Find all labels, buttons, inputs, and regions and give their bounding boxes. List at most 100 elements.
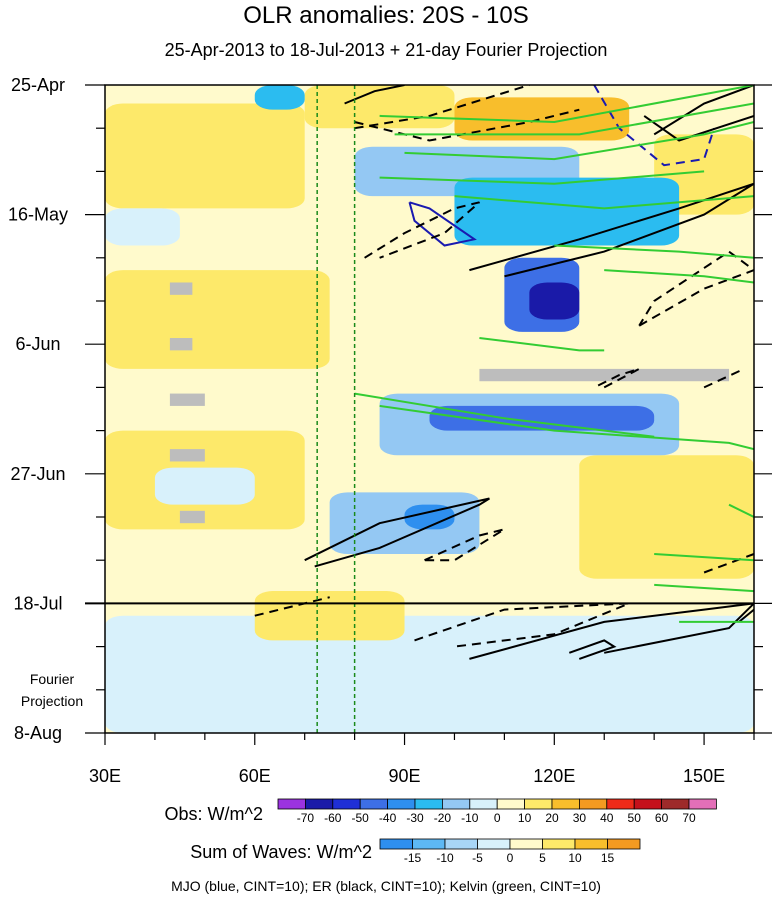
er-contour bbox=[738, 608, 754, 623]
missing-data-box bbox=[169, 282, 193, 295]
obs-legend-level: 10 bbox=[518, 811, 532, 825]
obs-legend-swatch bbox=[633, 798, 663, 810]
obs-legend-level: -50 bbox=[352, 811, 370, 825]
obs-legend-swatch bbox=[496, 798, 526, 810]
kelvin-contour bbox=[394, 102, 754, 136]
er-contour bbox=[364, 201, 481, 259]
obs-legend-swatch bbox=[551, 798, 580, 810]
obs-legend-swatch bbox=[661, 798, 690, 810]
heatmap-zone bbox=[429, 405, 655, 431]
obs-legend-level: 40 bbox=[600, 811, 614, 825]
wave-legend-swatch bbox=[607, 838, 641, 850]
missing-data-box bbox=[169, 449, 205, 462]
obs-legend-level: 20 bbox=[545, 811, 559, 825]
kelvin-contour bbox=[728, 503, 754, 518]
obs-legend-swatch bbox=[606, 798, 635, 810]
er-contour bbox=[354, 108, 580, 142]
heatmap-zone bbox=[454, 177, 680, 246]
obs-legend-swatch bbox=[579, 798, 608, 810]
y-tick-label: 18-Jul bbox=[13, 593, 62, 613]
wave-legend-label: Sum of Waves: W/m^2 bbox=[190, 842, 372, 862]
obs-legend-level: 70 bbox=[682, 811, 696, 825]
wave-legend-level: -5 bbox=[472, 851, 483, 865]
er-contour bbox=[469, 602, 754, 660]
heatmap-zone bbox=[254, 85, 305, 110]
obs-legend-swatch bbox=[332, 798, 361, 810]
er-contour bbox=[469, 182, 754, 278]
obs-legend-level: -40 bbox=[379, 811, 397, 825]
heatmap-zone bbox=[154, 467, 255, 505]
y-tick-label: 6-Jun bbox=[15, 334, 60, 354]
wave-contours-layer bbox=[254, 85, 754, 660]
er-contour bbox=[424, 528, 505, 562]
mjo-contour bbox=[408, 201, 477, 247]
er-contour bbox=[703, 367, 745, 389]
x-tick-label: 60E bbox=[239, 766, 271, 786]
obs-legend-level: 30 bbox=[573, 811, 587, 825]
obs-legend-swatch bbox=[304, 798, 334, 810]
kelvin-contour bbox=[379, 404, 754, 451]
wave-legend-swatch bbox=[542, 838, 576, 850]
wave-legend-swatch bbox=[412, 838, 446, 850]
y-tick-label: 27-Jun bbox=[10, 464, 65, 484]
obs-legend-swatch bbox=[524, 798, 553, 810]
obs-legend-swatch bbox=[414, 798, 443, 810]
wave-legend-level: 0 bbox=[507, 851, 514, 865]
heatmap-zone bbox=[105, 208, 180, 246]
er-contour bbox=[354, 85, 530, 130]
obs-legend-level: 50 bbox=[628, 811, 642, 825]
heatmap-zone bbox=[254, 591, 405, 641]
wave-legend-swatch bbox=[444, 838, 478, 850]
wave-legend-level: -15 bbox=[404, 851, 422, 865]
kelvin-contour bbox=[479, 337, 605, 352]
chart-title: OLR anomalies: 20S - 10S bbox=[243, 2, 529, 29]
er-contour bbox=[643, 114, 754, 142]
obs-legend-level: -30 bbox=[406, 811, 424, 825]
kelvin-contour bbox=[354, 392, 655, 438]
er-contour bbox=[593, 367, 640, 389]
kelvin-contour bbox=[654, 583, 754, 593]
heatmap-zone bbox=[105, 103, 305, 209]
x-tick-label: 150E bbox=[683, 766, 725, 786]
heatmap-zone bbox=[304, 85, 455, 129]
missing-data-box bbox=[479, 368, 730, 382]
kelvin-contour bbox=[404, 121, 754, 161]
obs-legend-level: -20 bbox=[434, 811, 452, 825]
wave-legend-swatch bbox=[477, 838, 511, 850]
axes-layer: 30E 60E 90E 120E 150E 25-Apr 16-May 6-Jun 27-Jun… bbox=[8, 75, 772, 786]
wave-legend-level: 15 bbox=[601, 851, 615, 865]
obs-legend-level: -60 bbox=[324, 811, 342, 825]
mjo-contour bbox=[593, 85, 716, 167]
chart-subtitle: 25-Apr-2013 to 18-Jul-2013 + 21-day Four… bbox=[164, 40, 608, 60]
missing-data-box bbox=[179, 510, 205, 524]
obs-legend-swatch bbox=[441, 798, 471, 810]
obs-legend-level: 60 bbox=[655, 811, 669, 825]
y-tick-label: 25-Apr bbox=[11, 75, 65, 95]
heatmap-zone bbox=[105, 615, 754, 733]
x-tick-label: 120E bbox=[533, 766, 575, 786]
heatmap-zone bbox=[579, 455, 754, 579]
kelvin-contour bbox=[379, 85, 754, 124]
er-contour bbox=[638, 250, 754, 327]
er-contour bbox=[304, 497, 490, 568]
heatmap-zone bbox=[105, 270, 330, 369]
plot-frame bbox=[104, 84, 755, 734]
wave-legend-swatch bbox=[379, 838, 413, 850]
missing-data-box bbox=[169, 338, 193, 351]
x-tick-label: 90E bbox=[389, 766, 421, 786]
obs-legend-level: 0 bbox=[494, 811, 501, 825]
heatmap-zone bbox=[454, 97, 630, 141]
kelvin-contour bbox=[654, 553, 754, 562]
obs-legend-swatch bbox=[359, 798, 389, 810]
kelvin-contour bbox=[454, 195, 754, 210]
wave-legend-level: 5 bbox=[539, 851, 546, 865]
kelvin-contour bbox=[379, 170, 705, 185]
heatmap-zone bbox=[654, 134, 754, 215]
er-contour bbox=[653, 85, 754, 136]
obs-legend-level: -10 bbox=[461, 811, 479, 825]
missing-data-box bbox=[169, 393, 205, 406]
obs-legend-level: -70 bbox=[297, 811, 315, 825]
x-tick-label: 30E bbox=[89, 766, 121, 786]
wave-legend-level: -10 bbox=[436, 851, 454, 865]
